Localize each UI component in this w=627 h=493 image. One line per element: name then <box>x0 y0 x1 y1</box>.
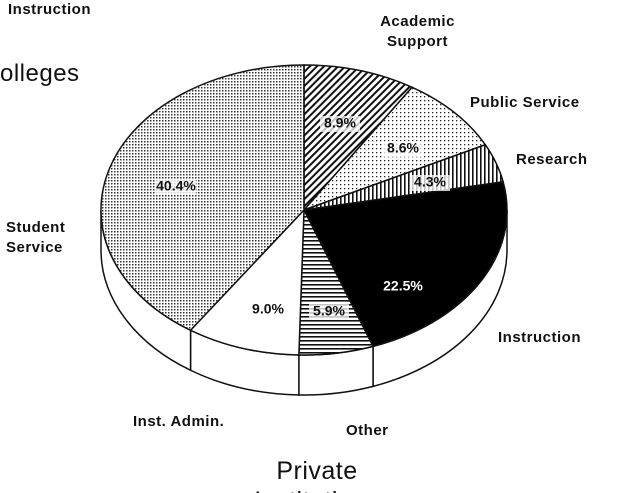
value-label-bg <box>410 175 450 191</box>
value-label: 22.5% <box>383 278 423 294</box>
value-label: 8.6% <box>387 140 419 156</box>
category-label: Academic Support <box>380 13 455 50</box>
slice <box>100 64 305 332</box>
category-label: Other <box>346 422 389 439</box>
slice <box>303 64 414 212</box>
slice <box>189 208 305 356</box>
value-label: 9.0% <box>252 301 284 317</box>
chart-title: Private Institutions <box>254 457 379 493</box>
cropped-label: Instruction <box>8 1 91 18</box>
slice <box>302 180 508 348</box>
value-label: 40.4% <box>156 178 196 194</box>
value-label: 5.9% <box>313 303 345 319</box>
value-label-bg <box>309 304 349 320</box>
category-label: Public Service <box>470 94 580 111</box>
category-label: Instruction <box>498 329 581 346</box>
cropped-heading: olleges <box>0 60 80 87</box>
value-label-bg <box>383 141 423 157</box>
value-label: 8.9% <box>324 115 356 131</box>
value-label-bg <box>248 302 288 318</box>
category-label: Research <box>516 151 588 168</box>
value-label: 4.3% <box>414 174 446 190</box>
value-label-bg <box>156 179 196 195</box>
value-label-bg <box>320 116 360 132</box>
category-label: Inst. Admin. <box>133 413 225 430</box>
category-label: Student Service <box>6 219 66 256</box>
